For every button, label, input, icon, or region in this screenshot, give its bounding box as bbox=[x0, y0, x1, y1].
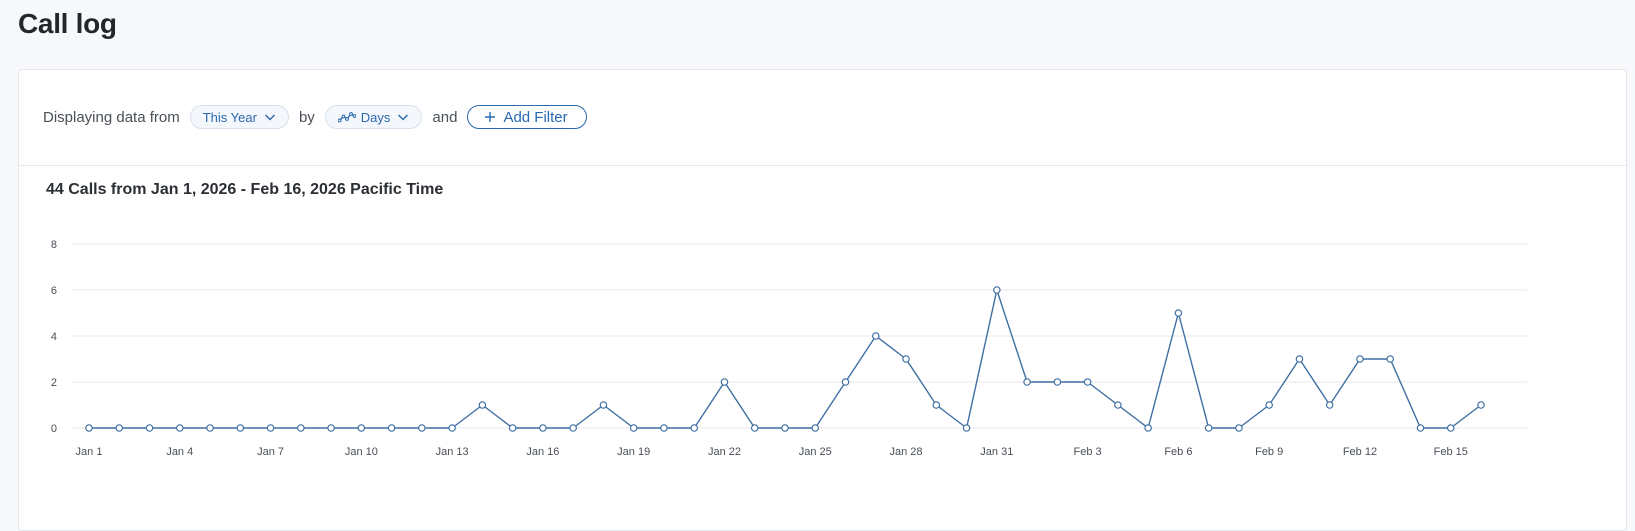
data-point[interactable] bbox=[599, 401, 608, 409]
date-range-label: This Year bbox=[202, 109, 257, 125]
x-tick-label: Feb 15 bbox=[1434, 446, 1468, 458]
data-point[interactable] bbox=[993, 286, 1001, 294]
data-point[interactable] bbox=[1023, 378, 1031, 386]
y-tick-label: 4 bbox=[51, 331, 57, 343]
and-text: and bbox=[432, 108, 458, 126]
data-point[interactable] bbox=[1416, 424, 1425, 432]
by-text: by bbox=[298, 108, 315, 126]
interval-dropdown[interactable]: Days bbox=[324, 105, 423, 129]
data-point[interactable] bbox=[1356, 355, 1364, 363]
data-point[interactable] bbox=[569, 424, 577, 432]
data-point[interactable] bbox=[781, 424, 789, 432]
series-line bbox=[89, 289, 1482, 429]
line-chart-icon bbox=[337, 112, 356, 123]
date-range-dropdown[interactable]: This Year bbox=[189, 105, 289, 129]
add-filter-button[interactable]: Add Filter bbox=[467, 105, 587, 129]
filter-row: Displaying data from This Year by Days bbox=[43, 105, 587, 129]
data-point[interactable] bbox=[1295, 355, 1304, 363]
data-point[interactable] bbox=[1083, 378, 1092, 386]
data-point[interactable] bbox=[418, 424, 426, 432]
data-point[interactable] bbox=[357, 424, 366, 432]
y-tick-label: 6 bbox=[51, 285, 57, 297]
data-point[interactable] bbox=[932, 401, 941, 409]
data-point[interactable] bbox=[1477, 401, 1485, 409]
data-point[interactable] bbox=[115, 424, 124, 432]
x-tick-label: Jan 19 bbox=[617, 446, 650, 458]
data-point[interactable] bbox=[539, 424, 547, 432]
data-point[interactable] bbox=[145, 424, 154, 432]
data-point[interactable] bbox=[1235, 424, 1243, 432]
x-tick-label: Jan 10 bbox=[345, 446, 378, 458]
data-point[interactable] bbox=[750, 424, 759, 432]
data-point[interactable] bbox=[508, 424, 517, 432]
data-point[interactable] bbox=[1144, 424, 1152, 432]
data-point[interactable] bbox=[175, 424, 184, 432]
chevron-down-icon bbox=[264, 114, 275, 121]
data-point[interactable] bbox=[1053, 378, 1062, 386]
y-tick-label: 8 bbox=[51, 239, 57, 251]
data-points bbox=[85, 286, 1485, 432]
add-filter-label: Add Filter bbox=[503, 108, 568, 126]
x-tick-label: Feb 6 bbox=[1164, 446, 1192, 458]
filter-bar: Displaying data from This Year by Days bbox=[19, 70, 1626, 166]
x-tick-label: Jan 16 bbox=[526, 446, 559, 458]
data-point[interactable] bbox=[811, 424, 820, 432]
data-point[interactable] bbox=[1204, 424, 1213, 432]
data-point[interactable] bbox=[387, 424, 396, 432]
x-tick-label: Feb 12 bbox=[1343, 446, 1377, 458]
data-point[interactable] bbox=[1114, 401, 1122, 409]
plus-icon bbox=[485, 112, 496, 122]
x-tick-label: Jan 22 bbox=[708, 446, 741, 458]
y-tick-label: 0 bbox=[51, 423, 57, 435]
page-title: Call log bbox=[18, 8, 117, 39]
x-tick-label: Feb 9 bbox=[1255, 446, 1283, 458]
data-point[interactable] bbox=[236, 424, 245, 432]
x-tick-label: Feb 3 bbox=[1074, 446, 1102, 458]
data-point[interactable] bbox=[266, 424, 275, 432]
filter-prefix-text: Displaying data from bbox=[43, 108, 180, 126]
data-point[interactable] bbox=[720, 378, 729, 386]
data-point[interactable] bbox=[690, 424, 699, 432]
data-point[interactable] bbox=[660, 424, 668, 432]
data-point[interactable] bbox=[1446, 424, 1455, 432]
data-point[interactable] bbox=[478, 401, 487, 409]
x-tick-label: Jan 28 bbox=[890, 446, 923, 458]
series-line-layer bbox=[89, 289, 1482, 429]
chart-title: 44 Calls from Jan 1, 2026 - Feb 16, 2026… bbox=[46, 181, 444, 198]
data-point[interactable] bbox=[1265, 401, 1273, 409]
data-point[interactable] bbox=[1325, 401, 1334, 409]
x-tick-label: Jan 13 bbox=[436, 446, 469, 458]
data-point[interactable] bbox=[85, 424, 93, 432]
data-point[interactable] bbox=[841, 378, 850, 386]
grid-lines bbox=[71, 243, 1527, 429]
x-tick-label: Jan 25 bbox=[799, 446, 832, 458]
data-point[interactable] bbox=[962, 424, 971, 432]
x-axis-ticks: Jan 1 Jan 4 Jan 7 Jan 10 Jan 13 Jan 16 Jan 19 J… bbox=[76, 446, 1468, 458]
data-point[interactable] bbox=[448, 424, 456, 432]
y-axis-ticks: 0 2 4 6 8 bbox=[51, 239, 57, 435]
y-tick-label: 2 bbox=[51, 377, 57, 389]
data-point[interactable] bbox=[327, 424, 335, 432]
chevron-down-icon bbox=[398, 114, 409, 121]
data-point[interactable] bbox=[297, 424, 305, 432]
data-point[interactable] bbox=[1174, 309, 1183, 317]
data-point[interactable] bbox=[902, 355, 910, 363]
data-point[interactable] bbox=[629, 424, 638, 432]
chart-card: Displaying data from This Year by Days bbox=[18, 69, 1627, 531]
data-point[interactable] bbox=[1386, 355, 1395, 363]
x-tick-label: Jan 31 bbox=[980, 446, 1013, 458]
x-tick-label: Jan 4 bbox=[166, 446, 193, 458]
x-tick-label: Jan 7 bbox=[257, 446, 284, 458]
x-tick-label: Jan 1 bbox=[76, 446, 103, 458]
interval-label: Days bbox=[360, 109, 391, 125]
data-point[interactable] bbox=[871, 332, 880, 340]
data-point[interactable] bbox=[206, 424, 214, 432]
